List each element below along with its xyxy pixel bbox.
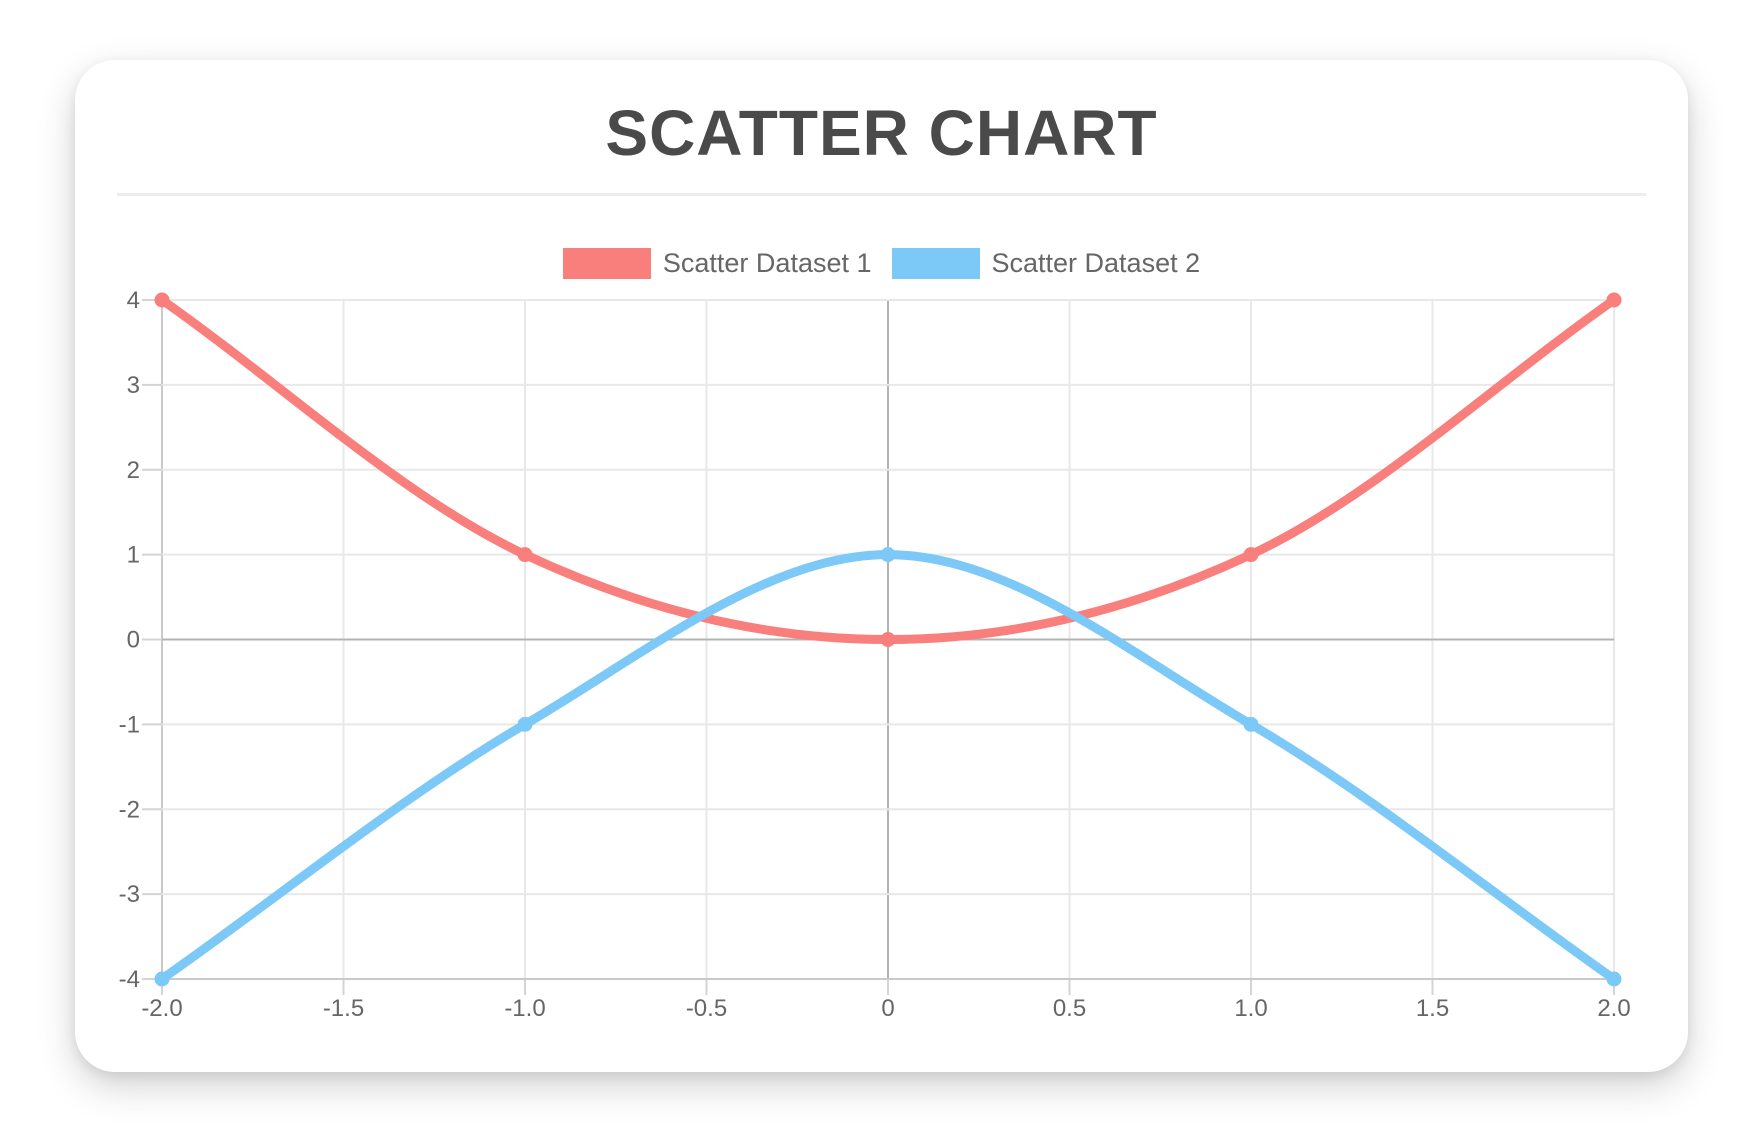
legend-label-dataset-1: Scatter Dataset 1	[662, 248, 872, 278]
data-point-scatter-dataset-1[interactable]	[1606, 292, 1622, 308]
data-point-scatter-dataset-1[interactable]	[517, 547, 533, 563]
x-tick-label: 0.5	[1053, 995, 1086, 1022]
y-tick-label: -1	[119, 711, 140, 738]
chart-legend: Scatter Dataset 1 Scatter Dataset 2	[75, 248, 1688, 279]
y-tick-label: 1	[127, 542, 140, 569]
data-point-scatter-dataset-1[interactable]	[1243, 547, 1259, 563]
y-tick-label: 0	[127, 627, 140, 654]
data-point-scatter-dataset-1[interactable]	[880, 632, 896, 647]
data-point-scatter-dataset-2[interactable]	[880, 547, 896, 563]
data-point-scatter-dataset-2[interactable]	[1606, 971, 1622, 987]
data-point-scatter-dataset-2[interactable]	[1243, 716, 1259, 732]
scatter-chart-canvas[interactable]: -2.0 -1.5 -1.0 -0.5 0 0.5 1.0 1.5 2.0 4 3 2 1 0 -1 -2 -3…	[75, 60, 1688, 1072]
y-tick-label: 3	[127, 372, 140, 399]
legend-swatch-dataset-1	[562, 248, 651, 279]
x-tick-label: 2.0	[1597, 995, 1630, 1022]
chart-title: SCATTER CHART	[605, 97, 1158, 169]
x-tick-label: 0	[881, 995, 894, 1022]
x-tick-label: -1.0	[504, 995, 545, 1022]
x-tick-label: -2.0	[141, 995, 182, 1022]
x-tick-label: 1.5	[1416, 995, 1449, 1022]
chart-card: SCATTER CHART Scatter Dataset 1 Scatter …	[75, 60, 1688, 1072]
title-divider	[117, 193, 1646, 196]
legend-item-scatter-dataset-1[interactable]: Scatter Dataset 1	[562, 248, 872, 279]
legend-swatch-dataset-2	[891, 248, 980, 279]
data-point-scatter-dataset-2[interactable]	[154, 971, 170, 987]
x-tick-label: -0.5	[686, 995, 727, 1022]
data-point-scatter-dataset-2[interactable]	[517, 716, 533, 732]
x-tick-label: 1.0	[1234, 995, 1267, 1022]
legend-item-scatter-dataset-2[interactable]: Scatter Dataset 2	[891, 248, 1201, 279]
y-tick-label: -2	[119, 796, 140, 823]
x-tick-label: -1.5	[323, 995, 364, 1022]
y-tick-label: 4	[127, 287, 140, 314]
legend-label-dataset-2: Scatter Dataset 2	[991, 248, 1201, 278]
y-tick-label: 2	[127, 457, 140, 484]
y-tick-label: -4	[119, 966, 140, 993]
y-tick-label: -3	[119, 881, 140, 908]
data-point-scatter-dataset-1[interactable]	[154, 292, 170, 308]
